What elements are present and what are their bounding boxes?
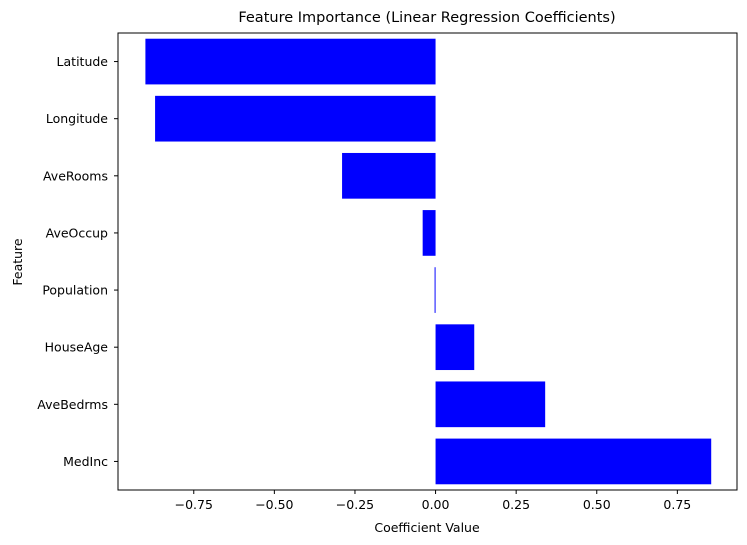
x-tick-label: −0.75	[175, 497, 213, 512]
bar-avebedrms	[435, 381, 546, 428]
x-tick-label: 0.00	[422, 497, 450, 512]
bar-population	[434, 267, 436, 313]
bar-latitude	[145, 38, 436, 85]
y-tick-label-population: Population	[42, 283, 108, 298]
x-tick-label: −0.50	[255, 497, 293, 512]
x-tick-label: 0.75	[663, 497, 691, 512]
y-axis: Latitude Longitude AveRooms AveOccup Populat…	[37, 54, 118, 469]
bar-longitude	[155, 95, 436, 142]
x-tick-label: 0.25	[502, 497, 530, 512]
bar-houseage	[435, 324, 475, 371]
y-tick-label-avebedrms: AveBedrms	[37, 397, 108, 412]
y-tick-label-averooms: AveRooms	[43, 168, 108, 183]
x-axis-label: Coefficient Value	[374, 520, 480, 535]
y-axis-label: Feature	[10, 238, 25, 286]
x-tick-label: −0.25	[336, 497, 374, 512]
plot-frame	[117, 32, 738, 491]
x-axis: −0.75 −0.50 −0.25 0.00 0.25 0.50 0.75	[175, 490, 691, 512]
y-tick-label-houseage: HouseAge	[45, 340, 109, 355]
chart-title: Feature Importance (Linear Regression Co…	[238, 10, 615, 26]
bar-medinc	[435, 438, 712, 485]
bar-aveoccup	[422, 210, 436, 256]
bars-group	[145, 38, 712, 485]
y-tick-label-longitude: Longitude	[46, 111, 108, 126]
y-tick-label-medinc: MedInc	[63, 454, 108, 469]
x-tick-label: 0.50	[583, 497, 611, 512]
y-tick-label-aveoccup: AveOccup	[46, 225, 108, 240]
bar-averooms	[342, 152, 436, 199]
y-tick-label-latitude: Latitude	[57, 54, 109, 69]
